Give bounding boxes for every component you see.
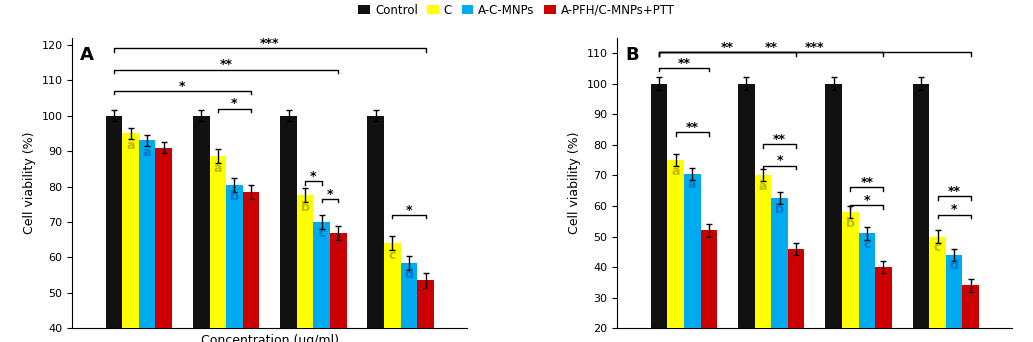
Text: a: a <box>159 153 168 166</box>
Bar <box>946 255 963 342</box>
Text: B: B <box>625 47 638 64</box>
Bar <box>772 198 788 342</box>
Text: *: * <box>231 97 238 110</box>
Bar <box>296 195 313 342</box>
Text: c: c <box>335 238 342 251</box>
Text: **: ** <box>764 41 778 54</box>
Bar <box>788 249 805 342</box>
Text: a: a <box>126 139 134 152</box>
Text: a: a <box>688 179 696 192</box>
Bar <box>825 83 842 342</box>
Text: a: a <box>671 165 680 177</box>
Text: a: a <box>143 146 152 159</box>
Text: *: * <box>310 170 317 183</box>
Y-axis label: Cell viability (%): Cell viability (%) <box>23 132 36 234</box>
Text: *: * <box>951 203 958 216</box>
Legend: Control, C, A-C-MNPs, A-PFH/C-MNPs+PTT: Control, C, A-C-MNPs, A-PFH/C-MNPs+PTT <box>353 0 680 22</box>
Text: ***: *** <box>805 41 824 54</box>
Text: c: c <box>318 227 325 240</box>
Bar <box>858 234 875 342</box>
Text: a: a <box>792 253 801 266</box>
Bar <box>105 116 122 342</box>
Bar <box>243 192 259 342</box>
Bar <box>912 83 930 342</box>
Text: *: * <box>776 155 783 168</box>
Text: a: a <box>758 180 768 193</box>
Text: b: b <box>846 216 854 229</box>
Text: b: b <box>247 197 255 210</box>
Bar <box>155 147 173 342</box>
Text: b: b <box>775 203 784 216</box>
Bar <box>667 160 684 342</box>
Text: d: d <box>405 268 413 281</box>
Bar <box>384 243 401 342</box>
Text: c: c <box>864 238 871 251</box>
Text: **: ** <box>721 41 734 54</box>
Text: **: ** <box>678 56 690 69</box>
Bar <box>684 174 700 342</box>
Bar <box>313 222 331 342</box>
Text: a: a <box>214 162 222 175</box>
Bar <box>754 175 772 342</box>
Text: A: A <box>81 47 94 64</box>
Y-axis label: Cell viability (%): Cell viability (%) <box>568 132 582 234</box>
Bar <box>738 83 754 342</box>
X-axis label: Concentration (μg/ml): Concentration (μg/ml) <box>200 334 339 342</box>
Text: d: d <box>421 286 430 299</box>
Bar <box>417 280 434 342</box>
Text: *: * <box>406 204 412 217</box>
Text: *: * <box>180 80 186 93</box>
Text: **: ** <box>773 133 786 146</box>
Text: ***: *** <box>260 37 280 50</box>
Text: **: ** <box>860 176 873 189</box>
Bar <box>193 116 210 342</box>
Text: c: c <box>967 290 974 303</box>
Bar <box>331 233 347 342</box>
Bar <box>875 267 891 342</box>
Bar <box>842 212 858 342</box>
Text: b: b <box>301 201 310 214</box>
Text: **: ** <box>686 121 698 134</box>
Bar <box>930 237 946 342</box>
Bar <box>226 185 243 342</box>
Text: b: b <box>230 190 239 203</box>
Text: **: ** <box>947 185 961 198</box>
Bar <box>651 83 667 342</box>
Text: b: b <box>879 272 888 285</box>
Text: c: c <box>388 249 396 262</box>
Bar <box>210 156 226 342</box>
Bar <box>700 231 717 342</box>
Text: *: * <box>864 194 870 207</box>
Bar <box>963 286 979 342</box>
Bar <box>138 141 155 342</box>
Bar <box>401 263 417 342</box>
Text: a: a <box>705 235 713 248</box>
Bar <box>122 133 138 342</box>
Text: *: * <box>326 188 334 201</box>
Text: **: ** <box>220 58 232 71</box>
Bar <box>280 116 296 342</box>
Text: c: c <box>934 241 941 254</box>
Text: d: d <box>949 260 959 273</box>
Bar <box>368 116 384 342</box>
